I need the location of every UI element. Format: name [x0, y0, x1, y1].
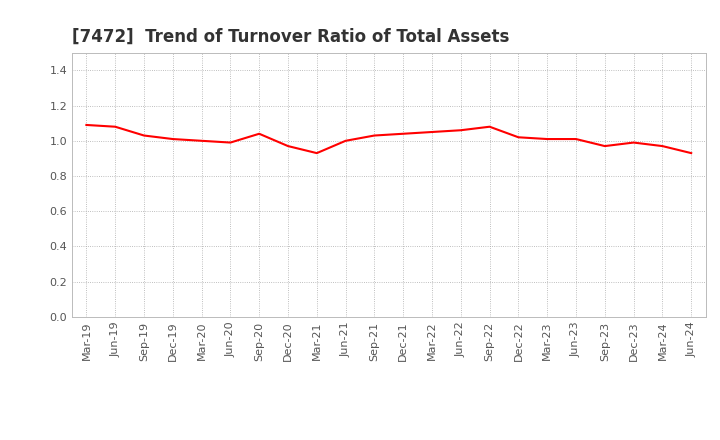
Text: [7472]  Trend of Turnover Ratio of Total Assets: [7472] Trend of Turnover Ratio of Total …: [72, 28, 509, 46]
